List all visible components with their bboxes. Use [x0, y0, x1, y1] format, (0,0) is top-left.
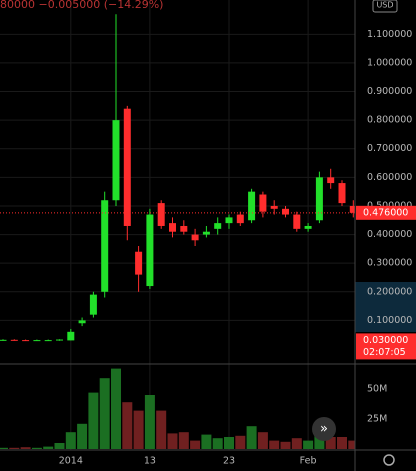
scroll-button[interactable] — [312, 417, 336, 441]
labels: 0.1000000.2000000.3000000.4000000.500000… — [59, 29, 416, 467]
volume-bar — [257, 432, 268, 449]
volume-bar — [178, 432, 189, 449]
volume-bar — [31, 447, 42, 449]
volume-bar — [54, 443, 65, 449]
settings-icon[interactable] — [383, 454, 395, 466]
candle-body — [259, 194, 267, 212]
candle-body — [270, 205, 278, 209]
volume-bar — [337, 437, 347, 449]
candle-body — [293, 214, 301, 229]
volume-tick-label: 50M — [367, 384, 387, 395]
volume-bar — [9, 447, 20, 449]
volume-bar — [77, 423, 88, 449]
candle-body — [248, 191, 256, 221]
candle-body — [349, 205, 355, 213]
candle-body — [112, 120, 120, 201]
volume-bar — [190, 440, 201, 449]
candle-body — [202, 231, 210, 235]
y-tick-label: 0.400000 — [367, 229, 412, 240]
candle-body — [225, 217, 233, 224]
candle-body — [78, 320, 86, 324]
volume-bar — [0, 447, 8, 449]
volume-bar — [303, 440, 314, 449]
candle-body — [22, 340, 30, 342]
volume-bar — [235, 435, 246, 449]
marker-price-label: 0.030000 — [363, 335, 408, 346]
y-tick-label: 0.900000 — [367, 86, 412, 97]
volume-bar — [20, 447, 31, 449]
price-pane — [0, 14, 355, 342]
volume-bar — [269, 440, 280, 449]
volume-bar — [43, 446, 54, 449]
volume-bar — [291, 438, 302, 449]
candle-body — [157, 203, 165, 226]
candle-body — [338, 183, 346, 204]
y-tick-label: 0.600000 — [367, 172, 412, 183]
candle-body — [304, 225, 312, 229]
y-tick-label: 0.300000 — [367, 258, 412, 269]
x-tick-label: 23 — [223, 456, 235, 467]
last-price-box — [356, 205, 416, 220]
candle-body — [191, 234, 199, 241]
marker-price-box — [356, 333, 416, 360]
volume-bar — [224, 437, 234, 449]
axis-highlight — [355, 282, 416, 332]
candle-body — [67, 331, 75, 341]
candle-body — [282, 208, 289, 215]
volume-bar — [212, 438, 223, 449]
volume-bar — [280, 441, 291, 449]
volume-bar — [167, 433, 178, 449]
volume-bar — [348, 440, 355, 449]
candle-body — [123, 108, 131, 226]
y-tick-label: 1.100000 — [367, 29, 412, 40]
countdown: 02:07:05 — [363, 347, 406, 358]
volume-bar — [246, 426, 257, 449]
y-tick-label: 0.200000 — [367, 286, 412, 297]
volume-bar — [88, 392, 99, 449]
x-tick-label: 2014 — [59, 456, 83, 467]
candle-body — [56, 339, 63, 341]
candle-body — [33, 340, 41, 342]
header: 80000 −0.005000 (−14.29%) — [0, 0, 163, 11]
last-price-label: 0.476000 — [363, 207, 408, 218]
candle-body — [44, 340, 52, 342]
y-tick-label: 0.800000 — [367, 115, 412, 126]
volume-bar — [133, 410, 144, 449]
candle-body — [327, 177, 335, 184]
volume-bar — [111, 368, 121, 449]
volume-bar — [65, 432, 76, 449]
candle-body — [10, 339, 18, 341]
volume-bar — [156, 410, 167, 449]
y-tick-label: 1.000000 — [367, 57, 412, 68]
candle-body — [89, 294, 97, 315]
scroll-icon[interactable]: » — [320, 422, 328, 437]
grid — [0, 0, 355, 450]
candle-body — [236, 214, 244, 224]
candle-body — [0, 339, 7, 341]
candle-body — [146, 214, 154, 287]
candle-body — [214, 223, 222, 229]
currency: USD — [376, 1, 393, 10]
candle-body — [101, 200, 109, 292]
currency-box — [372, 0, 398, 13]
volume-bar — [201, 434, 212, 449]
x-tick-label: Feb — [300, 456, 317, 467]
candle-body — [135, 251, 143, 275]
volume-tick-label: 25M — [367, 414, 387, 425]
volume-bar — [99, 378, 110, 449]
volume-bar — [122, 402, 133, 449]
y-tick-label: 0.100000 — [367, 315, 412, 326]
volume-bar — [325, 437, 336, 449]
y-tick-label: 0.700000 — [367, 143, 412, 154]
candle-body — [169, 223, 176, 232]
volume-pane — [0, 368, 355, 449]
candle-body — [315, 177, 323, 221]
x-tick-label: 13 — [144, 456, 156, 467]
candle-body — [180, 225, 188, 232]
volume-bar — [144, 395, 155, 449]
